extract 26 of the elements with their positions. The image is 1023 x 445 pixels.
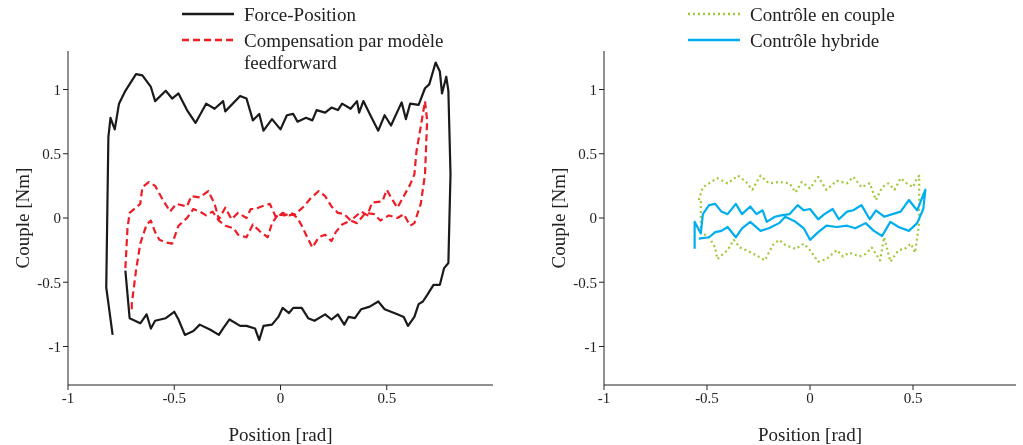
y-tick-label: -0.5 [37,274,61,291]
x-axis-title: Position [rad] [228,424,333,445]
y-tick-label: -0.5 [573,274,597,291]
y-tick-label: -1 [48,338,61,355]
y-axis-title: Couple [Nm] [547,167,569,269]
x-tick-label: 0 [806,389,814,406]
y-tick-label: 1 [53,81,61,98]
legend-label: Force-Position [244,4,356,26]
line-series [697,174,921,263]
y-tick-label: 0 [589,210,597,227]
y-tick-label: 0.5 [578,146,597,163]
legend-label: Contrôle en couple [750,4,895,26]
y-tick-label: -1 [584,338,597,355]
y-axis-title: Couple [Nm] [11,167,33,269]
legend-label: Compensation par modèle feedforward [244,30,445,74]
line-series [693,188,927,250]
y-tick-label: 0.5 [42,146,61,163]
y-tick-label: 0 [53,210,61,227]
x-tick-label: 0 [276,389,285,406]
legend-label: Contrôle hybride [750,30,880,52]
y-tick-label: 1 [589,81,597,98]
x-tick-label: 0.5 [903,389,923,406]
x-axis-title: Position [rad] [758,424,862,445]
x-tick-label: -0.5 [695,389,719,406]
x-tick-label: 0.5 [377,389,397,406]
x-tick-label: -0.5 [162,389,187,406]
